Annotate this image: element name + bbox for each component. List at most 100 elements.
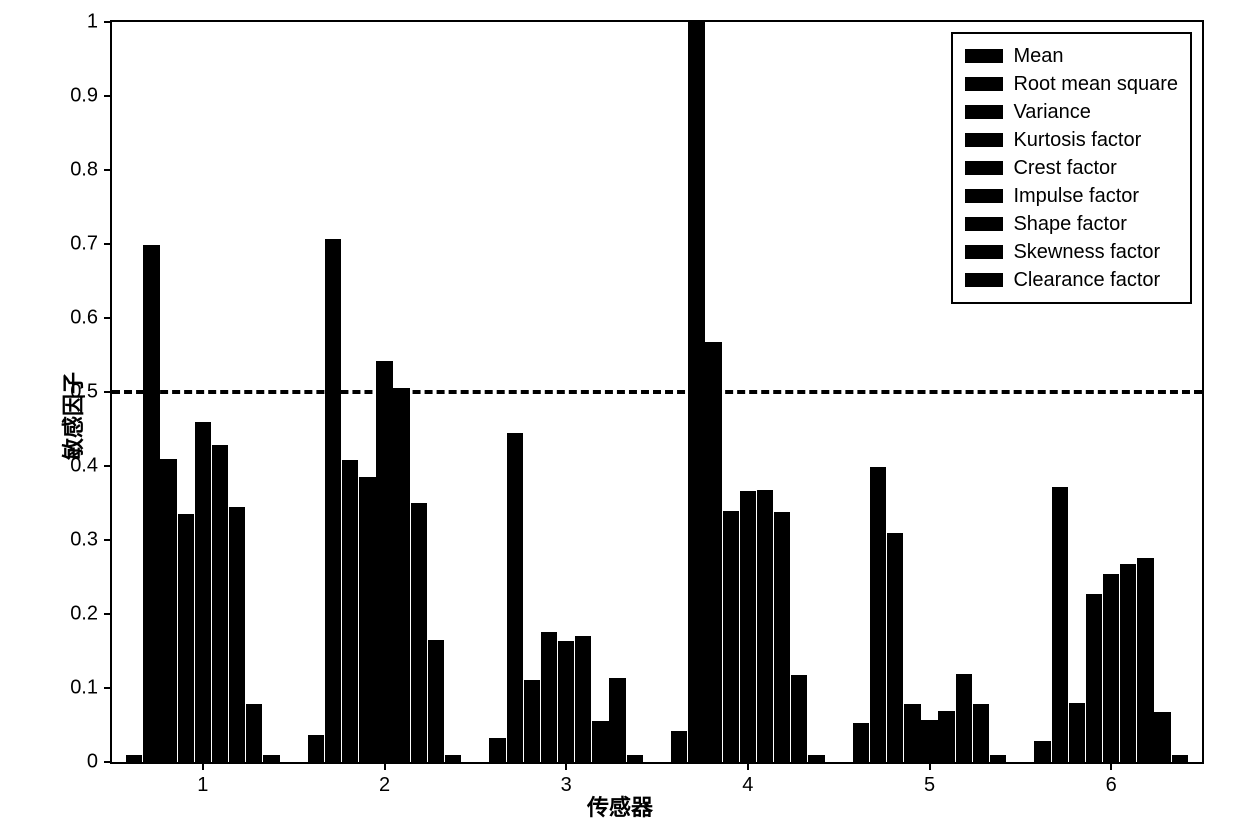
bar xyxy=(558,641,574,762)
legend: Mean Root mean square Variance Kurtosis fac… xyxy=(951,32,1192,304)
legend-item: Mean xyxy=(965,42,1178,70)
bar xyxy=(445,755,461,762)
bar xyxy=(1069,703,1085,762)
chart-container: 敏感因子 传感器 MeanRoot mean squareVarianceKur… xyxy=(0,0,1240,832)
bar xyxy=(956,674,972,762)
bar xyxy=(342,460,358,762)
xtick xyxy=(384,762,386,770)
bar xyxy=(592,721,608,762)
xtick-label: 1 xyxy=(197,774,208,797)
bar xyxy=(740,491,756,762)
legend-swatch xyxy=(965,161,1003,175)
bar xyxy=(229,507,245,762)
ytick xyxy=(104,687,112,689)
ytick xyxy=(104,539,112,541)
xtick xyxy=(929,762,931,770)
bar xyxy=(575,636,591,762)
legend-item: Clearance factor xyxy=(965,266,1178,294)
ytick-label: 0.4 xyxy=(70,455,98,478)
xtick xyxy=(1110,762,1112,770)
ytick-label: 0.5 xyxy=(70,381,98,404)
legend-label: Crest factor xyxy=(1013,157,1116,180)
xtick xyxy=(565,762,567,770)
legend-label: Clearance factor xyxy=(1013,269,1160,292)
bar xyxy=(921,720,937,762)
bar xyxy=(990,755,1006,762)
legend-swatch xyxy=(965,133,1003,147)
legend-item: Shape factor xyxy=(965,210,1178,238)
ytick xyxy=(104,613,112,615)
bar xyxy=(325,239,341,762)
xtick-label: 2 xyxy=(379,774,390,797)
bar xyxy=(938,711,954,762)
legend-label: Skewness factor xyxy=(1013,241,1160,264)
xtick-label: 4 xyxy=(742,774,753,797)
bar xyxy=(212,445,228,762)
bar xyxy=(308,735,324,762)
bar xyxy=(723,511,739,762)
bar xyxy=(1137,558,1153,762)
bar xyxy=(774,512,790,762)
ytick-label: 0.6 xyxy=(70,307,98,330)
bar xyxy=(1120,564,1136,762)
ytick xyxy=(104,95,112,97)
bar xyxy=(791,675,807,762)
legend-item: Crest factor xyxy=(965,154,1178,182)
legend-label: Root mean square xyxy=(1013,73,1178,96)
ytick-label: 0.8 xyxy=(70,159,98,182)
xtick-label: 3 xyxy=(561,774,572,797)
bar xyxy=(627,755,643,762)
ytick xyxy=(104,465,112,467)
bar xyxy=(1034,741,1050,762)
bar xyxy=(246,704,262,762)
bar xyxy=(263,755,279,762)
bar xyxy=(195,422,211,762)
xtick xyxy=(747,762,749,770)
bar xyxy=(524,680,540,762)
ytick-label: 0 xyxy=(87,751,98,774)
bar xyxy=(359,477,375,762)
x-axis-label: 传感器 xyxy=(587,790,653,822)
bar xyxy=(671,731,687,762)
legend-label: Kurtosis factor xyxy=(1013,129,1141,152)
legend-item: Variance xyxy=(965,98,1178,126)
threshold-line xyxy=(112,390,1202,394)
legend-swatch xyxy=(965,217,1003,231)
bar xyxy=(160,459,176,762)
ytick xyxy=(104,317,112,319)
legend-item: Skewness factor xyxy=(965,238,1178,266)
ytick-label: 0.7 xyxy=(70,233,98,256)
ytick xyxy=(104,243,112,245)
legend-item: Kurtosis factor xyxy=(965,126,1178,154)
xtick-label: 6 xyxy=(1106,774,1117,797)
legend-item: Impulse factor xyxy=(965,182,1178,210)
legend-item: Root mean square xyxy=(965,70,1178,98)
ytick xyxy=(104,391,112,393)
bar xyxy=(904,704,920,762)
xtick-label: 5 xyxy=(924,774,935,797)
bar xyxy=(1052,487,1068,762)
bar xyxy=(411,503,427,762)
ytick xyxy=(104,761,112,763)
legend-label: Shape factor xyxy=(1013,213,1126,236)
bar xyxy=(705,342,721,762)
xtick xyxy=(202,762,204,770)
ytick xyxy=(104,169,112,171)
ytick-label: 0.1 xyxy=(70,677,98,700)
bar xyxy=(609,678,625,762)
legend-swatch xyxy=(965,105,1003,119)
plot-area: Mean Root mean square Variance Kurtosis fac… xyxy=(110,20,1204,764)
bar xyxy=(757,490,773,762)
bar xyxy=(143,245,159,762)
ytick-label: 0.9 xyxy=(70,85,98,108)
legend-label: Variance xyxy=(1013,101,1090,124)
ytick-label: 0.3 xyxy=(70,529,98,552)
legend-label: Mean xyxy=(1013,45,1063,68)
bar xyxy=(887,533,903,762)
bar xyxy=(1172,755,1188,762)
bar xyxy=(973,704,989,762)
legend-label: Impulse factor xyxy=(1013,185,1139,208)
bar xyxy=(1086,594,1102,762)
bar xyxy=(1103,574,1119,762)
ytick xyxy=(104,21,112,23)
